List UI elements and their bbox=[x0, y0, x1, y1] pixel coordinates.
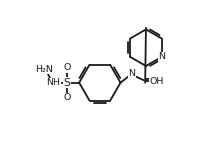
Text: O: O bbox=[64, 93, 71, 102]
Text: N: N bbox=[158, 52, 165, 61]
Text: H₂N: H₂N bbox=[35, 65, 53, 74]
Text: OH: OH bbox=[150, 77, 164, 86]
Text: NH: NH bbox=[46, 78, 60, 87]
Text: O: O bbox=[64, 63, 71, 72]
Text: S: S bbox=[64, 78, 71, 88]
Text: N: N bbox=[128, 69, 135, 78]
